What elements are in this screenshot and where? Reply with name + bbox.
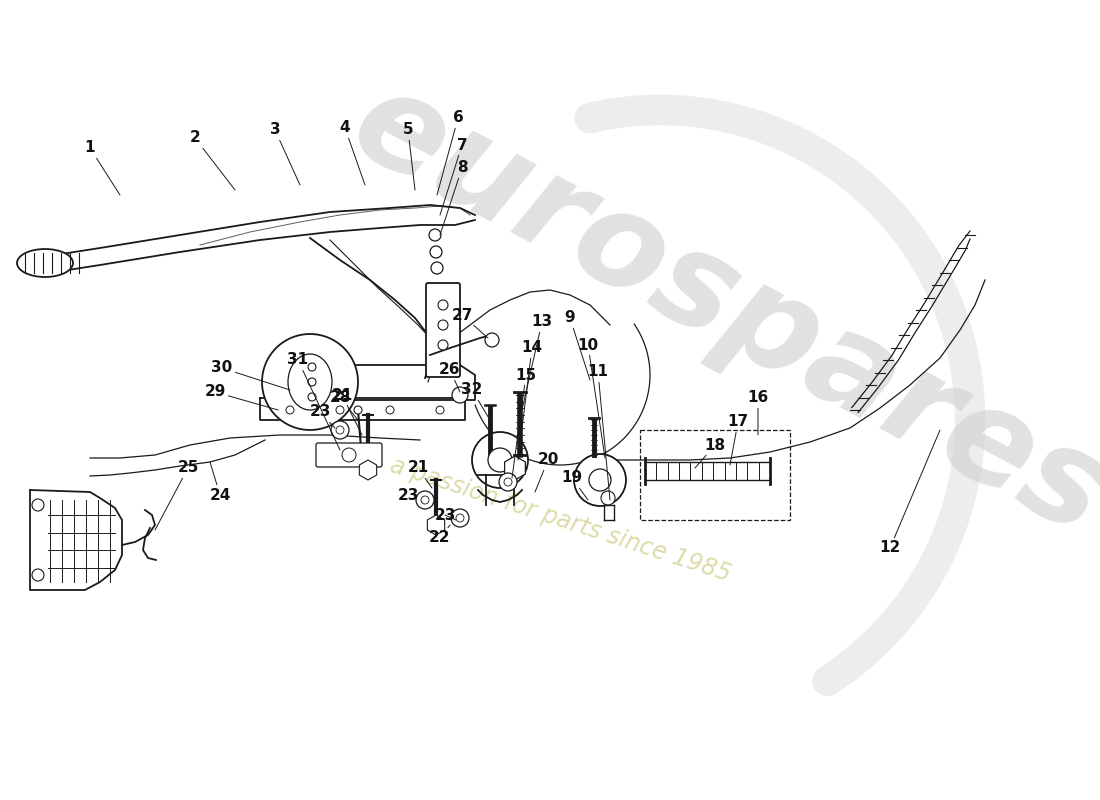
FancyBboxPatch shape: [316, 443, 382, 467]
Circle shape: [308, 363, 316, 371]
Circle shape: [286, 406, 294, 414]
Text: 21: 21: [331, 387, 362, 435]
Polygon shape: [260, 398, 465, 420]
Text: 24: 24: [209, 462, 231, 502]
Circle shape: [429, 229, 441, 241]
Circle shape: [308, 393, 316, 401]
Text: 31: 31: [287, 353, 340, 450]
Circle shape: [431, 262, 443, 274]
Text: a passion for parts since 1985: a passion for parts since 1985: [386, 454, 734, 586]
Text: eurospares: eurospares: [332, 58, 1100, 562]
Circle shape: [262, 334, 358, 430]
Ellipse shape: [288, 354, 332, 410]
Circle shape: [436, 406, 444, 414]
Circle shape: [32, 569, 44, 581]
Polygon shape: [30, 490, 122, 590]
Circle shape: [438, 300, 448, 310]
Text: 21: 21: [407, 461, 432, 488]
Circle shape: [386, 406, 394, 414]
Text: 3: 3: [270, 122, 300, 185]
Circle shape: [488, 448, 512, 472]
Circle shape: [452, 387, 468, 403]
Text: 2: 2: [189, 130, 235, 190]
Polygon shape: [300, 365, 475, 400]
Circle shape: [354, 406, 362, 414]
Text: 16: 16: [747, 390, 769, 435]
Text: 6: 6: [437, 110, 463, 195]
Text: 26: 26: [439, 362, 461, 392]
Text: 15: 15: [512, 367, 537, 478]
Circle shape: [308, 378, 316, 386]
Text: 8: 8: [440, 161, 467, 235]
Text: 13: 13: [522, 314, 552, 410]
Text: 14: 14: [518, 341, 542, 460]
Text: 11: 11: [587, 365, 610, 500]
Circle shape: [430, 246, 442, 258]
Text: 19: 19: [561, 470, 588, 500]
Text: 10: 10: [578, 338, 605, 458]
Text: 23: 23: [309, 405, 336, 428]
Circle shape: [601, 491, 615, 505]
Text: 9: 9: [564, 310, 590, 380]
Circle shape: [336, 426, 344, 434]
Text: 5: 5: [403, 122, 415, 190]
Text: 1: 1: [85, 141, 120, 195]
Text: 22: 22: [429, 525, 451, 546]
Text: 30: 30: [211, 361, 290, 390]
Text: 12: 12: [879, 430, 940, 555]
FancyBboxPatch shape: [426, 283, 460, 377]
Text: 29: 29: [205, 385, 278, 410]
Text: 23: 23: [397, 487, 422, 502]
Circle shape: [574, 454, 626, 506]
Text: 23: 23: [434, 507, 456, 522]
Text: 25: 25: [155, 461, 199, 530]
Text: 7: 7: [440, 138, 467, 215]
Circle shape: [472, 432, 528, 488]
Circle shape: [331, 421, 349, 439]
Text: 20: 20: [535, 453, 559, 492]
Text: 17: 17: [727, 414, 749, 465]
Circle shape: [451, 509, 469, 527]
Circle shape: [499, 473, 517, 491]
Circle shape: [438, 340, 448, 350]
Circle shape: [342, 448, 356, 462]
Bar: [640, 430, 790, 520]
Circle shape: [32, 499, 44, 511]
Circle shape: [485, 333, 499, 347]
Circle shape: [588, 469, 610, 491]
Circle shape: [504, 478, 512, 486]
Circle shape: [438, 320, 448, 330]
Circle shape: [456, 514, 464, 522]
Text: 4: 4: [340, 121, 365, 185]
Ellipse shape: [16, 249, 73, 277]
Text: 32: 32: [461, 382, 490, 420]
Text: 28: 28: [329, 390, 358, 420]
Text: 18: 18: [695, 438, 726, 468]
Circle shape: [421, 496, 429, 504]
Circle shape: [416, 491, 434, 509]
Polygon shape: [55, 205, 475, 272]
Text: 27: 27: [451, 307, 488, 338]
Circle shape: [336, 406, 344, 414]
